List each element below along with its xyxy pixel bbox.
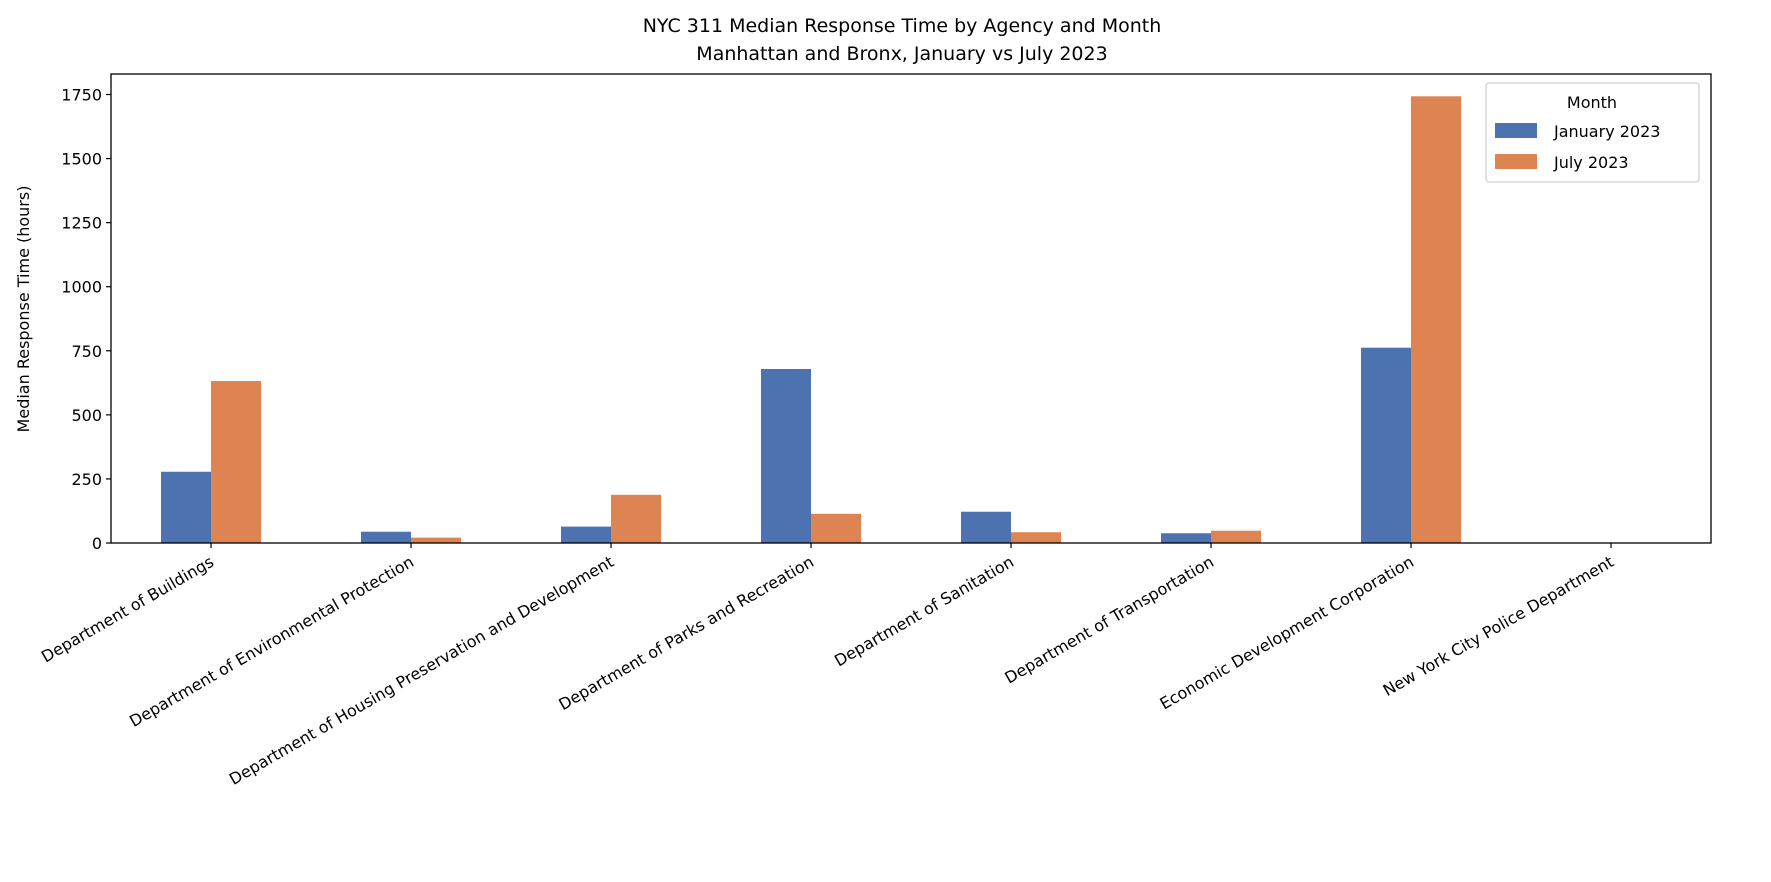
bar-january-5 xyxy=(1161,533,1211,543)
bar-july-2 xyxy=(611,494,661,543)
y-ticks: 0 250 500 750 1000 1250 1500 1750 xyxy=(61,86,111,553)
bar-january-0 xyxy=(161,471,211,543)
bar-january-2 xyxy=(561,526,611,543)
legend-swatch-july xyxy=(1495,154,1537,169)
y-axis-label: Median Response Time (hours) xyxy=(14,186,33,433)
legend-label-july: July 2023 xyxy=(1553,153,1629,172)
legend-box xyxy=(1485,82,1700,183)
x-tick-label: Department of Transportation xyxy=(1001,552,1217,687)
y-tick-label: 1750 xyxy=(61,86,102,105)
y-tick-label: 1000 xyxy=(61,278,102,297)
x-tick-label: Department of Housing Preservation and D… xyxy=(226,552,617,789)
bar-january-6 xyxy=(1361,347,1411,543)
bar-january-3 xyxy=(761,368,811,543)
bar-july-4 xyxy=(1011,532,1061,543)
bar-july-5 xyxy=(1211,530,1261,543)
x-tick-label: Department of Buildings xyxy=(38,552,217,666)
x-tick-label: New York City Police Department xyxy=(1380,552,1617,700)
bar-july-6 xyxy=(1411,96,1461,543)
legend-title: Month xyxy=(1567,93,1617,112)
legend-label-january: January 2023 xyxy=(1553,122,1660,141)
chart-subtitle: Manhattan and Bronx, January vs July 202… xyxy=(696,43,1107,65)
y-tick-label: 500 xyxy=(71,406,102,425)
bar-july-1 xyxy=(411,537,461,543)
legend: Month January 2023 July 2023 xyxy=(1485,82,1700,183)
bar-july-3 xyxy=(811,513,861,543)
y-tick-label: 1500 xyxy=(61,150,102,169)
y-tick-label: 750 xyxy=(71,342,102,361)
bar-july-0 xyxy=(211,381,261,543)
chart-title: NYC 311 Median Response Time by Agency a… xyxy=(643,15,1162,37)
x-tick-label: Department of Sanitation xyxy=(831,552,1017,670)
bars-group xyxy=(161,96,1461,543)
bar-january-4 xyxy=(961,511,1011,543)
legend-swatch-january xyxy=(1495,123,1537,138)
y-tick-label: 0 xyxy=(92,534,102,553)
y-tick-label: 1250 xyxy=(61,214,102,233)
bar-january-1 xyxy=(361,531,411,543)
plot-frame xyxy=(110,73,1712,544)
y-tick-label: 250 xyxy=(71,470,102,489)
